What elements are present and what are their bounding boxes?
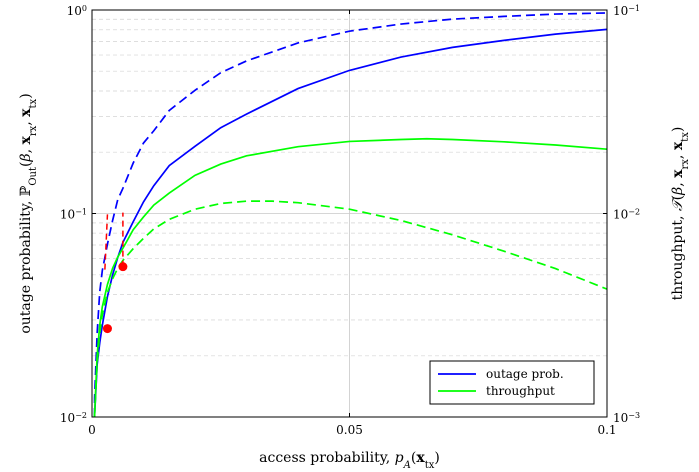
x-tick-label: 0 (88, 423, 96, 437)
red-marker-point (118, 262, 127, 271)
outage-curve-dashed (95, 13, 607, 417)
y-axis-label-right: throughput, 𝒯(β, xrx, xtx) (670, 127, 691, 301)
x-axis-label: access probability, pA(xtx) (259, 450, 440, 471)
y-axis-label-left: outage probability, ℙOut(β, xrx, xtx) (18, 93, 39, 333)
red-marker-point (103, 324, 112, 333)
y-tick-label-right: 10−3 (613, 411, 640, 426)
legend: outage prob. throughput (430, 361, 594, 404)
y-tick-label-left: 100 (67, 4, 87, 19)
y-tick-label-left: 10−1 (60, 207, 87, 222)
curves (95, 13, 607, 417)
legend-label: throughput (486, 384, 555, 398)
y-tick-label-right: 10−1 (613, 4, 640, 19)
y-tick-label-right: 10−2 (613, 207, 640, 222)
y-tick-label-left: 10−2 (60, 411, 87, 426)
x-tick-label: 0.1 (597, 423, 616, 437)
legend-label: outage prob. (486, 367, 564, 381)
x-tick-label: 0.05 (336, 423, 363, 437)
